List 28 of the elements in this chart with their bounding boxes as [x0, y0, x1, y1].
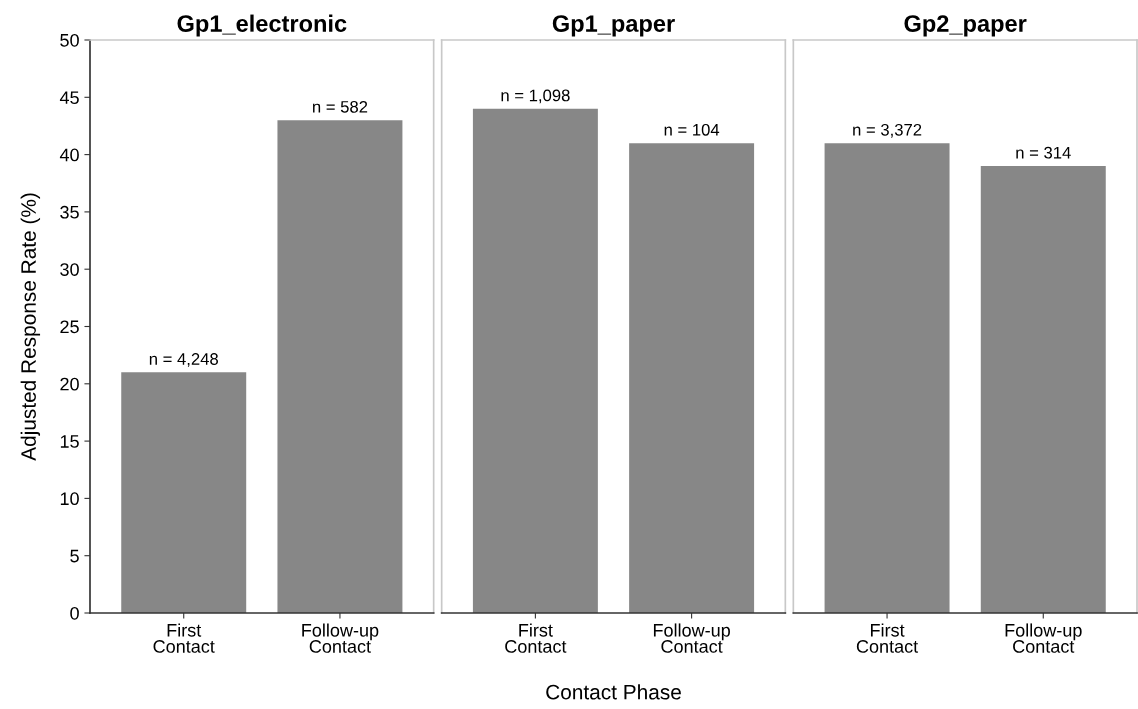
y-tick-label: 5 — [70, 549, 79, 563]
y-tick-label: 35 — [60, 205, 79, 219]
y-tick-label: 50 — [60, 33, 79, 47]
y-tick-label: 25 — [60, 320, 79, 334]
annotation: n = 3,372 — [853, 123, 922, 138]
x-tick-label: First Contact — [153, 623, 215, 653]
x-tick-label: Follow-up Contact — [302, 623, 379, 653]
y-axis-title: Adjusted Response Rate (%) — [20, 193, 41, 461]
y-tick-label: 15 — [60, 435, 79, 448]
annotation: n = 314 — [1016, 146, 1071, 159]
annotation: n = 582 — [313, 100, 368, 113]
y-tick-label: 20 — [60, 377, 79, 391]
annotation: n = 104 — [664, 123, 720, 136]
y-tick-label: 30 — [60, 263, 79, 276]
annotation: n = 1,098 — [501, 89, 570, 104]
y-tick-label: 45 — [59, 91, 79, 105]
y-tick-label: 10 — [60, 492, 79, 506]
y-tick-label: 0 — [70, 606, 79, 620]
x-tick-label: Follow-up Contact — [1005, 623, 1082, 653]
x-axis-title: Contact Phase — [546, 684, 681, 700]
x-tick-label: First Contact — [856, 623, 919, 653]
x-tick-label: Follow-up Contact — [653, 623, 730, 653]
chart-title: Gp1_electronic — [177, 14, 347, 37]
x-tick-label: First Contact — [505, 623, 567, 653]
chart-title: Gp1_paper — [552, 15, 675, 37]
annotation: n = 4,248 — [149, 353, 218, 367]
y-tick-label: 40 — [59, 148, 79, 162]
chart-title: Gp2_paper — [904, 15, 1027, 37]
